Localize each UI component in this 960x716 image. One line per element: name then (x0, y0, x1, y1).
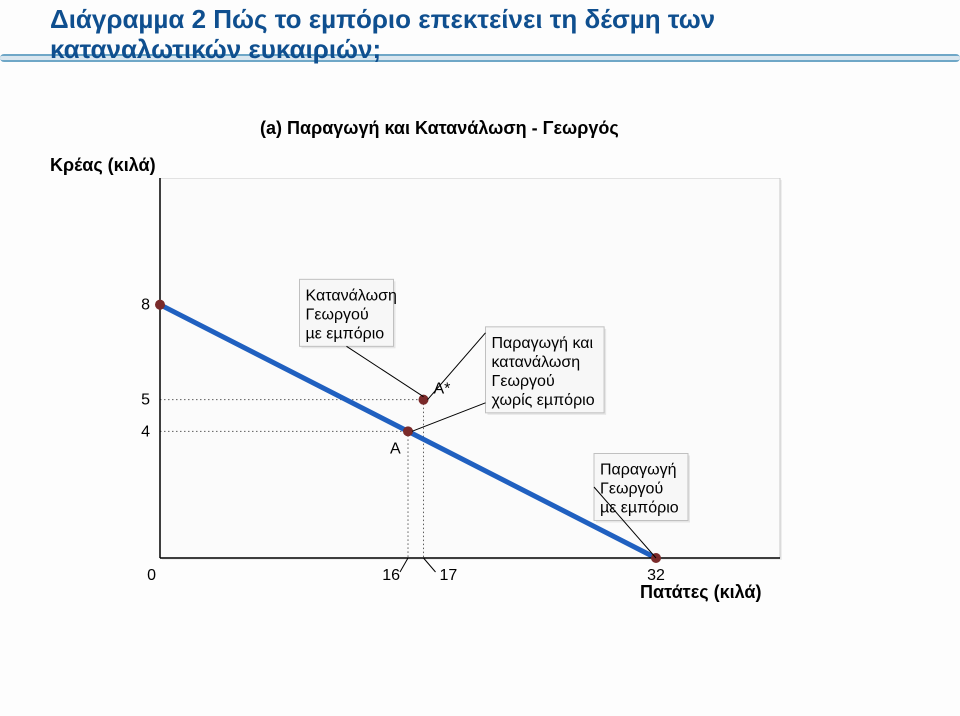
svg-text:Παραγωγή: Παραγωγή (600, 462, 677, 479)
svg-text:5: 5 (141, 392, 150, 409)
chart-area: AA*4580161732ΚατανάλωσηΓεωργούµε εµπόριο… (120, 178, 800, 598)
svg-text:Γεωργού: Γεωργού (306, 306, 369, 323)
svg-text:0: 0 (147, 567, 156, 584)
svg-text:χωρίς εµπόριο: χωρίς εµπόριο (492, 392, 595, 409)
svg-text:µε εµπόριο: µε εµπόριο (306, 325, 385, 342)
slide-title: Διάγραµµα 2 Πώς το εµπόριο επεκτείνει τη… (50, 4, 715, 64)
svg-text:16: 16 (382, 567, 400, 584)
panel-title: (a) Παραγωγή και Κατανάλωση - Γεωργός (260, 118, 619, 139)
svg-text:Κατανάλωση: Κατανάλωση (306, 287, 397, 304)
svg-text:17: 17 (440, 567, 458, 584)
svg-text:A: A (390, 440, 401, 457)
svg-text:4: 4 (141, 423, 150, 440)
svg-text:8: 8 (141, 297, 150, 314)
svg-text:Γεωργού: Γεωργού (492, 373, 555, 390)
title-line2: καταναλωτικών ευκαιριών; (50, 34, 381, 64)
x-axis-label: Πατάτες (κιλά) (640, 582, 761, 603)
svg-text:κατανάλωση: κατανάλωση (492, 354, 581, 371)
chart-svg: AA*4580161732ΚατανάλωσηΓεωργούµε εµπόριο… (120, 178, 800, 598)
title-line1: Διάγραµµα 2 Πώς το εµπόριο επεκτείνει τη… (50, 4, 715, 34)
svg-text:Παραγωγή και: Παραγωγή και (492, 335, 594, 352)
y-axis-label: Κρέας (κιλά) (50, 155, 156, 176)
svg-text:Γεωργού: Γεωργού (600, 481, 663, 498)
